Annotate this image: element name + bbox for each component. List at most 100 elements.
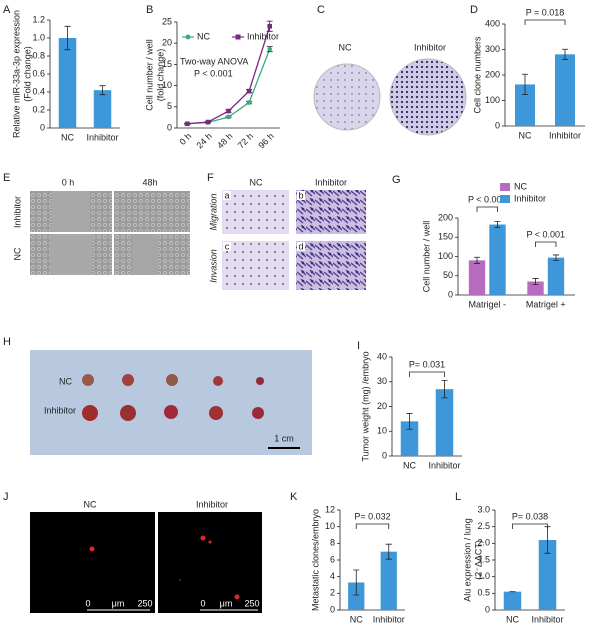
x-tick-label: NC bbox=[350, 614, 363, 624]
bar bbox=[468, 260, 486, 295]
cell-label: d bbox=[298, 241, 303, 251]
row-label: NC bbox=[12, 247, 22, 260]
scale-label: 250 bbox=[137, 598, 152, 608]
y-tick-label: 0.6 bbox=[32, 68, 45, 78]
scale-label: 0 bbox=[200, 598, 205, 608]
scale-label: 0 bbox=[85, 598, 90, 608]
row-label: NC bbox=[59, 376, 72, 386]
error-bar bbox=[522, 73, 528, 96]
significance-bracket bbox=[409, 371, 445, 377]
y-tick-label: 150 bbox=[438, 232, 453, 242]
fluorescence-photos bbox=[30, 512, 262, 613]
error-bar bbox=[532, 278, 539, 286]
y-axis-label: (fold change) bbox=[155, 49, 165, 102]
significance-label: P= 0.031 bbox=[409, 359, 445, 369]
y-tick-label: 1.0 bbox=[477, 571, 490, 581]
legend-label: NC bbox=[514, 181, 527, 191]
y-axis-label: Relative miR-33a-3p expression bbox=[11, 10, 21, 138]
x-tick-label: NC bbox=[506, 614, 519, 624]
error-bar bbox=[552, 254, 559, 261]
transwell-photos bbox=[222, 190, 366, 290]
legend-label: Inhibitor bbox=[514, 193, 546, 203]
cell-label: c bbox=[225, 241, 230, 251]
y-tick-label: 400 bbox=[485, 18, 500, 28]
y-tick-label: 10 bbox=[325, 521, 335, 531]
y-tick-label: 1.2 bbox=[32, 14, 45, 24]
y-tick-label: 200 bbox=[438, 212, 453, 222]
bar bbox=[58, 38, 77, 128]
y-axis-label: Metastatic clones/embryo bbox=[310, 509, 320, 611]
y-tick-label: 0 bbox=[495, 120, 500, 130]
error-bar bbox=[494, 221, 501, 229]
y-tick-label: 3.0 bbox=[477, 504, 490, 514]
scale-label: μm bbox=[220, 598, 233, 608]
bar bbox=[515, 84, 535, 126]
y-tick-label: 30 bbox=[377, 376, 387, 386]
legend-swatch bbox=[500, 195, 510, 203]
x-tick-label: 72 h bbox=[236, 131, 255, 150]
y-tick-label: 0.4 bbox=[32, 86, 45, 96]
panel-letter: D bbox=[470, 4, 478, 16]
bar bbox=[547, 257, 565, 295]
panel-letter: L bbox=[455, 491, 461, 503]
y-tick-label: 2.5 bbox=[477, 521, 490, 531]
wound-photos bbox=[30, 191, 190, 275]
y-tick-label: 12 bbox=[325, 504, 335, 514]
y-tick-label: 0 bbox=[448, 289, 453, 299]
panel-letter: F bbox=[207, 172, 214, 184]
y-axis-label: (Fold change) bbox=[22, 46, 32, 102]
point bbox=[185, 121, 190, 127]
significance-label: P < 0.001 bbox=[526, 229, 565, 239]
significance-bracket bbox=[524, 19, 566, 25]
significance-label: P= 0.032 bbox=[354, 511, 390, 521]
tumors bbox=[82, 374, 264, 421]
point bbox=[267, 23, 272, 29]
y-tick-label: 0 bbox=[40, 122, 45, 132]
panel-letter: C bbox=[317, 4, 325, 16]
scale-label: μm bbox=[112, 598, 125, 608]
row-label: Inhibitor bbox=[44, 405, 76, 415]
panel-letter: I bbox=[357, 340, 360, 352]
legend-label: Inhibitor bbox=[247, 31, 279, 41]
y-tick-label: 100 bbox=[438, 251, 453, 261]
y-tick-label: 0.5 bbox=[477, 588, 490, 598]
tumor-photo bbox=[30, 350, 312, 455]
bar bbox=[527, 281, 544, 295]
point bbox=[246, 88, 252, 94]
y-tick-label: 300 bbox=[485, 44, 500, 54]
error-bar bbox=[562, 48, 568, 60]
y-tick-label: 0 bbox=[167, 122, 172, 132]
point bbox=[205, 119, 211, 125]
y-tick-label: 2 bbox=[330, 588, 335, 598]
y-tick-label: 100 bbox=[485, 95, 500, 105]
y-tick-label: 2.0 bbox=[477, 538, 490, 548]
y-axis-label: Cell number / well bbox=[144, 39, 154, 111]
annotation: P < 0.001 bbox=[194, 68, 233, 78]
x-tick-label: Matrigel - bbox=[468, 299, 506, 309]
legend-marker bbox=[185, 34, 191, 40]
y-axis-label: Cell number / well bbox=[421, 221, 431, 293]
bar bbox=[503, 591, 522, 610]
column-label: NC bbox=[84, 499, 97, 509]
panel-letter: B bbox=[146, 4, 153, 16]
y-tick-label: 0 bbox=[330, 604, 335, 614]
panel-letter: J bbox=[3, 491, 9, 503]
legend-swatch bbox=[500, 183, 510, 191]
x-tick-label: 24 h bbox=[195, 131, 214, 150]
y-tick-label: 200 bbox=[485, 69, 500, 79]
x-tick-label: 0 h bbox=[177, 131, 193, 147]
legend-label: NC bbox=[197, 31, 210, 41]
column-label: 48h bbox=[142, 177, 157, 187]
x-tick-label: NC bbox=[519, 130, 532, 140]
error-bar bbox=[353, 569, 360, 596]
panel-letter: E bbox=[3, 172, 10, 184]
y-tick-label: 0.2 bbox=[32, 104, 45, 114]
legend-marker bbox=[235, 34, 241, 40]
y-tick-label: 20 bbox=[162, 38, 172, 48]
x-tick-label: Inhibitor bbox=[531, 614, 563, 624]
bar bbox=[93, 90, 112, 128]
bar bbox=[555, 54, 575, 126]
y-tick-label: 6 bbox=[330, 554, 335, 564]
significance-label: P= 0.038 bbox=[512, 511, 548, 521]
